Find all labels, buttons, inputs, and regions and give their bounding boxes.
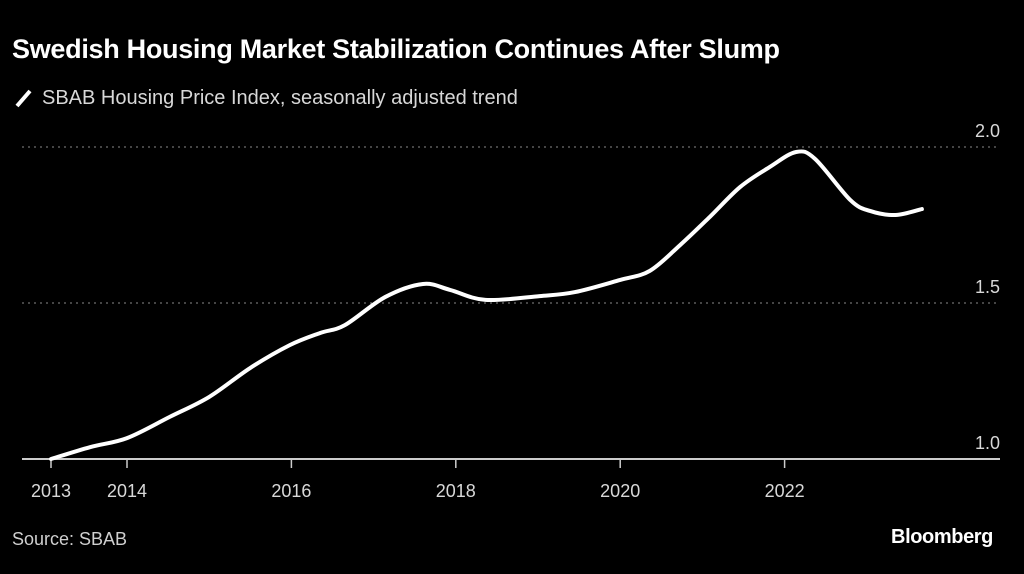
x-tick-label: 2016 [271, 481, 311, 501]
x-tick-label: 2020 [600, 481, 640, 501]
y-tick-label: 2.0 [975, 121, 1000, 141]
y-tick-label: 1.5 [975, 277, 1000, 297]
bloomberg-logo: Bloomberg [891, 526, 993, 548]
x-axis-ticks: 2013 2014 2016 2018 2020 2022 [31, 459, 805, 501]
x-tick-label: 2022 [765, 481, 805, 501]
legend-label: SBAB Housing Price Index, seasonally adj… [42, 86, 518, 109]
x-tick-label: 2013 [31, 481, 71, 501]
source-note: Source: SBAB [12, 529, 128, 549]
legend: SBAB Housing Price Index, seasonally adj… [12, 86, 518, 110]
gridlines [22, 146, 1000, 304]
chart-title: Swedish Housing Market Stabilization Con… [12, 34, 780, 64]
y-tick-label: 1.0 [975, 433, 1000, 453]
x-tick-label: 2018 [436, 481, 476, 501]
series-line [49, 149, 924, 461]
x-tick-label: 2014 [107, 481, 147, 501]
y-axis-ticks: 1.0 1.5 2.0 [975, 121, 1000, 453]
line-swatch-icon [15, 89, 32, 108]
